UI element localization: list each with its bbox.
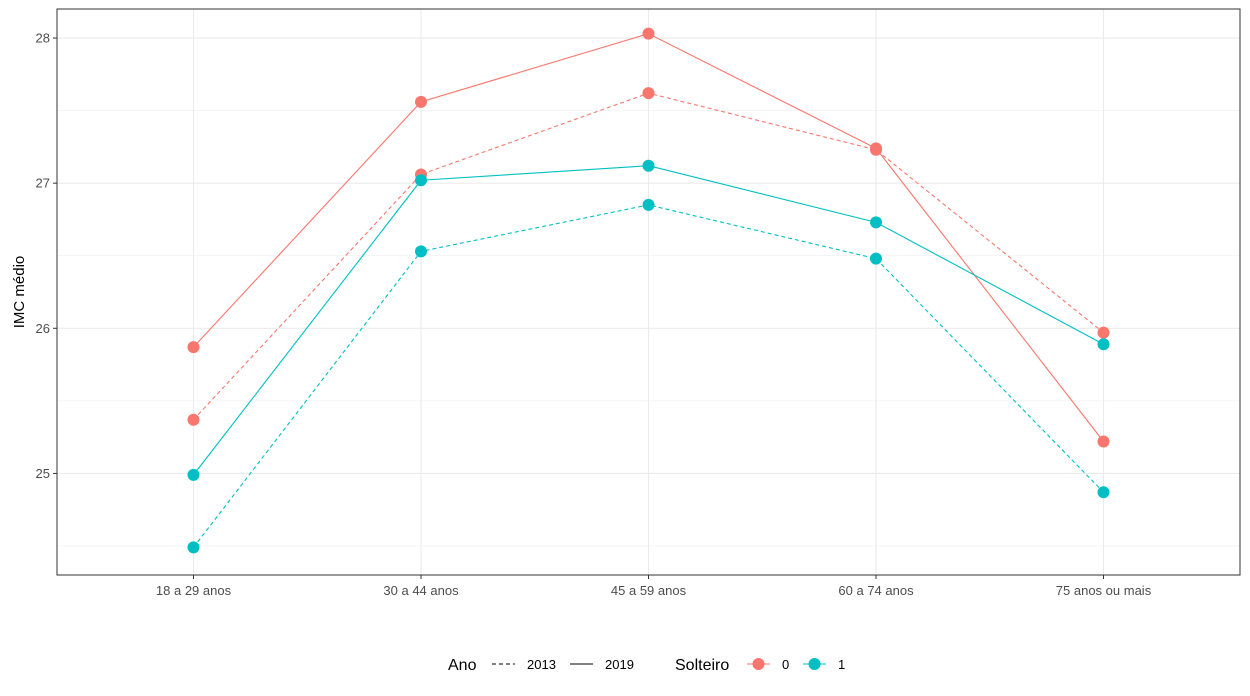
data-point-solteiro-1-2019 bbox=[415, 174, 427, 187]
legend-label-ano: 2013 bbox=[527, 657, 556, 672]
legend-label-solteiro: 1 bbox=[838, 657, 845, 672]
y-tick-label: 28 bbox=[36, 31, 50, 46]
legend-key-point-solteiro-0 bbox=[752, 658, 765, 670]
legend-title-solteiro: Solteiro bbox=[675, 657, 729, 674]
x-tick-label: 30 a 44 anos bbox=[383, 583, 459, 598]
x-tick-label: 60 a 74 anos bbox=[838, 583, 914, 598]
data-point-solteiro-1-2013 bbox=[870, 252, 882, 265]
x-tick-label: 75 anos ou mais bbox=[1056, 583, 1152, 598]
data-point-solteiro-0-2019 bbox=[1097, 435, 1110, 448]
data-point-solteiro-1-2013 bbox=[642, 198, 655, 211]
data-point-solteiro-0-2019 bbox=[415, 95, 427, 108]
data-point-solteiro-0-2013 bbox=[870, 143, 882, 156]
data-point-solteiro-1-2013 bbox=[187, 541, 200, 554]
x-axis: 18 a 29 anos 30 a 44 anos 45 a 59 anos 60 a… bbox=[156, 575, 1152, 598]
x-tick-label: 18 a 29 anos bbox=[156, 583, 232, 598]
grid bbox=[57, 9, 1240, 575]
legend-title-ano: Ano bbox=[448, 657, 477, 674]
data-point-solteiro-1-2019 bbox=[642, 159, 655, 172]
y-axis: 25 26 27 28 bbox=[36, 31, 57, 481]
legend-label-ano: 2019 bbox=[605, 657, 634, 672]
data-point-solteiro-0-2013 bbox=[1097, 326, 1110, 339]
legend: Ano 2013 2019 Solteiro 0 1 bbox=[448, 657, 845, 674]
data-point-solteiro-0-2019 bbox=[187, 341, 200, 354]
data-point-solteiro-0-2013 bbox=[642, 87, 655, 100]
data-point-solteiro-0-2013 bbox=[187, 413, 200, 426]
y-tick-label: 26 bbox=[36, 321, 50, 336]
y-tick-label: 25 bbox=[36, 466, 50, 481]
data-point-solteiro-1-2019 bbox=[870, 216, 882, 229]
data-point-solteiro-1-2013 bbox=[415, 245, 427, 258]
data-point-solteiro-1-2019 bbox=[1097, 338, 1110, 351]
data-point-solteiro-0-2019 bbox=[642, 27, 655, 40]
legend-key-point-solteiro-1 bbox=[808, 658, 821, 670]
x-tick-label: 45 a 59 anos bbox=[611, 583, 687, 598]
y-axis-title: IMC médio bbox=[11, 256, 28, 329]
data-point-solteiro-1-2013 bbox=[1097, 486, 1110, 499]
legend-label-solteiro: 0 bbox=[782, 657, 789, 672]
data-points bbox=[187, 27, 1110, 554]
data-point-solteiro-1-2019 bbox=[187, 468, 200, 481]
y-tick-label: 27 bbox=[36, 176, 50, 191]
